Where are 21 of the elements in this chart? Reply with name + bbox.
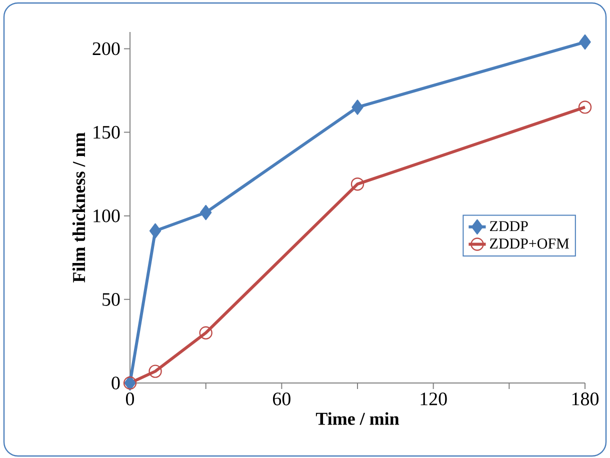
- y-tick-label: 200: [92, 42, 120, 56]
- point: [350, 178, 364, 191]
- point: [148, 364, 162, 378]
- x-tick-label: 60: [272, 392, 290, 406]
- y-axis-title: Film thickness / nm: [72, 132, 86, 282]
- legend-label: ZDDP: [490, 221, 528, 232]
- y-tick-label: 150: [94, 126, 120, 139]
- point: [149, 223, 162, 238]
- point: [579, 34, 591, 50]
- x-axis-title: Time / min: [316, 412, 400, 425]
- point: [200, 204, 212, 220]
- x-tick-label: 0: [126, 392, 134, 406]
- point: [199, 326, 212, 340]
- legend-label: ZDDP+OFM: [490, 238, 569, 249]
- y-tick-label: 0: [112, 376, 120, 390]
- y-tick-label: 100: [94, 209, 120, 222]
- x-tick-label: 180: [572, 392, 599, 406]
- x-tick-label: 120: [420, 392, 447, 406]
- point: [352, 100, 364, 115]
- point: [578, 100, 592, 114]
- y-tick-label: 50: [102, 293, 120, 306]
